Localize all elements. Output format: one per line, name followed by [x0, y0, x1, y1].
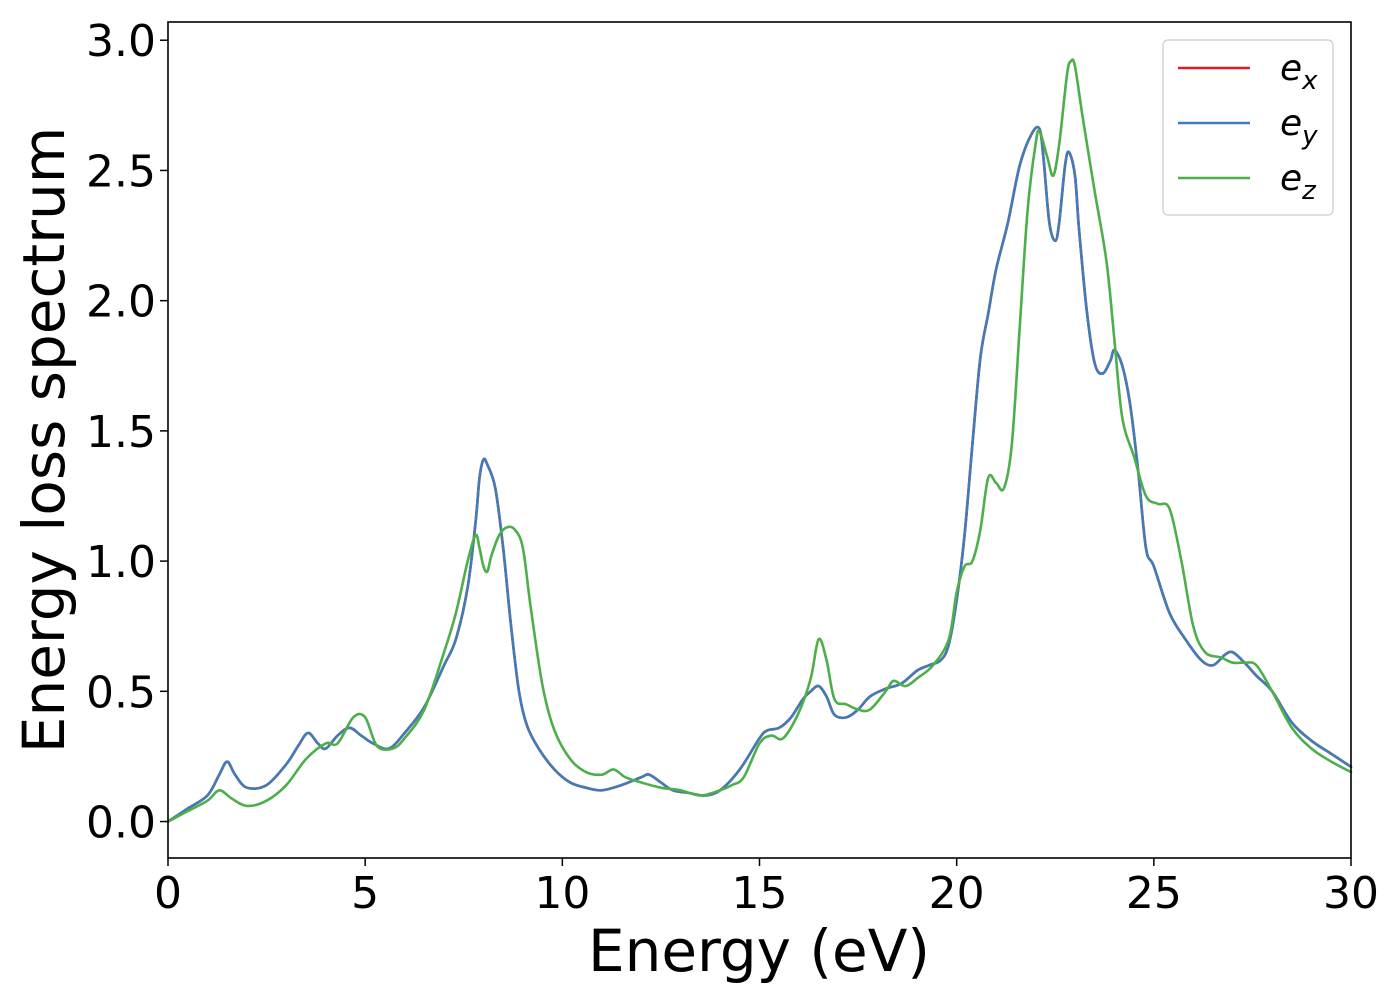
- legend-label-e-z: ez: [1280, 158, 1317, 206]
- x-tick-label: 10: [534, 868, 590, 919]
- x-tick-label: 0: [154, 868, 182, 919]
- legend-entries: ex ey ez: [1178, 48, 1318, 206]
- series-line-e-x: [166, 125, 1353, 823]
- x-axis-ticks: 0 5 10 15 20 25 30: [154, 858, 1379, 919]
- series-layer: [166, 58, 1353, 823]
- legend-label-e-y: ey: [1280, 103, 1318, 151]
- x-tick-label: 30: [1323, 868, 1379, 919]
- series-line-e-z: [166, 58, 1353, 823]
- y-axis-ticks: 0.0 0.5 1.0 1.5 2.0 2.5 3.0: [86, 16, 168, 849]
- y-tick-label: 2.5: [86, 146, 156, 197]
- x-tick-label: 25: [1126, 868, 1182, 919]
- y-tick-label: 3.0: [86, 16, 156, 67]
- y-tick-label: 0.0: [86, 798, 156, 849]
- x-tick-label: 15: [732, 868, 788, 919]
- y-tick-label: 1.5: [86, 407, 156, 458]
- x-tick-label: 20: [929, 868, 985, 919]
- y-axis-label: Energy loss spectrum: [10, 127, 78, 753]
- y-tick-label: 2.0: [86, 277, 156, 328]
- x-axis-label: Energy (eV): [588, 917, 930, 985]
- legend: ex ey ez: [1162, 39, 1334, 216]
- y-tick-label: 1.0: [86, 537, 156, 588]
- legend-box: [1162, 39, 1334, 216]
- y-tick-label: 0.5: [86, 667, 156, 718]
- x-tick-label: 5: [351, 868, 379, 919]
- legend-label-e-x: ex: [1280, 48, 1318, 96]
- series-line-e-y: [166, 125, 1353, 823]
